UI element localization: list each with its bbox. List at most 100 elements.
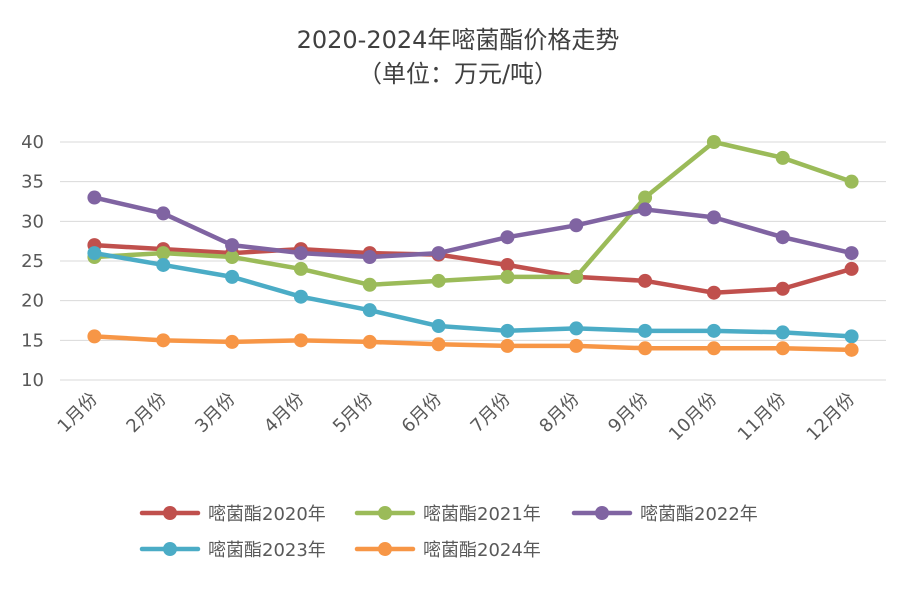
- legend-marker: [163, 506, 177, 520]
- chart-title: 2020-2024年嘧菌酯价格走势: [297, 26, 620, 54]
- legend-label: 嘧菌酯2020年: [208, 504, 326, 525]
- legend-marker: [378, 542, 392, 556]
- data-point: [87, 190, 102, 205]
- data-point: [156, 257, 171, 272]
- series-3: [87, 190, 859, 265]
- x-tick-label: 7月份: [467, 389, 515, 437]
- data-point: [569, 218, 584, 233]
- data-point: [569, 338, 584, 353]
- data-point: [775, 281, 790, 296]
- x-tick-label: 11月份: [734, 389, 791, 446]
- data-point: [225, 250, 240, 265]
- y-axis: 10 15 20 25 30 35 40: [21, 132, 44, 391]
- data-point: [569, 269, 584, 284]
- legend-item: 嘧菌酯2021年: [354, 504, 541, 525]
- series-line: [92, 139, 854, 288]
- data-point: [431, 337, 446, 352]
- data-point: [293, 333, 308, 348]
- data-point: [569, 321, 584, 336]
- legend-item: 嘧菌酯2023年: [139, 540, 326, 561]
- data-point: [706, 285, 721, 300]
- legend-item: 嘧菌酯2022年: [571, 504, 758, 525]
- y-tick-label: 20: [21, 291, 44, 312]
- x-tick-label: 1月份: [54, 389, 102, 437]
- data-point: [156, 333, 171, 348]
- data-point: [500, 230, 515, 245]
- y-tick-label: 25: [21, 251, 44, 272]
- data-point: [225, 269, 240, 284]
- data-point: [844, 342, 859, 357]
- data-point: [225, 334, 240, 349]
- legend-label: 嘧菌酯2023年: [208, 540, 326, 561]
- data-point: [500, 338, 515, 353]
- data-point: [706, 323, 721, 338]
- data-point: [362, 277, 377, 292]
- x-tick-label: 3月份: [191, 389, 239, 437]
- data-point: [293, 246, 308, 261]
- legend-label: 嘧菌酯2024年: [423, 540, 541, 561]
- data-point: [638, 341, 653, 356]
- y-tick-label: 40: [21, 132, 44, 153]
- data-point: [500, 323, 515, 338]
- y-tick-label: 10: [21, 370, 44, 391]
- x-tick-label: 2月份: [122, 389, 170, 437]
- data-point: [431, 273, 446, 288]
- data-point: [844, 261, 859, 276]
- series-line: [92, 250, 854, 339]
- data-point: [225, 238, 240, 253]
- data-point: [156, 206, 171, 221]
- data-point: [500, 257, 515, 272]
- data-point: [362, 250, 377, 265]
- x-tick-label: 4月份: [260, 389, 308, 437]
- y-tick-label: 30: [21, 211, 44, 232]
- data-point: [293, 261, 308, 276]
- data-point: [500, 269, 515, 284]
- data-point: [844, 246, 859, 261]
- data-point: [638, 323, 653, 338]
- x-tick-label: 6月份: [398, 389, 446, 437]
- data-point: [844, 174, 859, 189]
- data-point: [775, 325, 790, 340]
- x-axis: 1月份 2月份 3月份 4月份 5月份 6月份 7月份 8月份 9月份 10月份 11月份 12月份: [54, 389, 860, 446]
- data-point: [87, 246, 102, 261]
- data-point: [362, 303, 377, 318]
- x-tick-label: 12月份: [803, 389, 860, 446]
- series-line: [92, 195, 854, 260]
- data-point: [844, 329, 859, 344]
- data-point: [362, 334, 377, 349]
- data-point: [775, 230, 790, 245]
- data-point: [431, 319, 446, 334]
- legend-label: 嘧菌酯2022年: [640, 504, 758, 525]
- data-point: [156, 246, 171, 261]
- data-point: [706, 210, 721, 225]
- x-tick-label: 9月份: [604, 389, 652, 437]
- y-tick-label: 35: [21, 172, 44, 193]
- data-point: [638, 273, 653, 288]
- data-point: [638, 190, 653, 205]
- series-line: [92, 334, 854, 353]
- data-point: [293, 289, 308, 304]
- series-line: [92, 242, 854, 295]
- data-point: [706, 135, 721, 149]
- data-point: [775, 150, 790, 165]
- data-point: [87, 329, 102, 344]
- x-tick-label: 5月份: [329, 389, 377, 437]
- legend-marker: [595, 506, 609, 520]
- data-point: [706, 341, 721, 356]
- chart-subtitle: （单位：万元/吨）: [358, 60, 558, 88]
- x-tick-label: 10月份: [665, 389, 722, 446]
- legend-item: 嘧菌酯2020年: [139, 504, 326, 525]
- x-tick-label: 8月份: [535, 389, 583, 437]
- series-lines: [87, 135, 859, 357]
- legend-label: 嘧菌酯2021年: [423, 504, 541, 525]
- series-2: [87, 135, 859, 292]
- y-tick-label: 15: [21, 330, 44, 351]
- legend-marker: [163, 542, 177, 556]
- data-point: [431, 246, 446, 261]
- legend-marker: [378, 506, 392, 520]
- series-4: [87, 246, 859, 344]
- data-point: [775, 341, 790, 356]
